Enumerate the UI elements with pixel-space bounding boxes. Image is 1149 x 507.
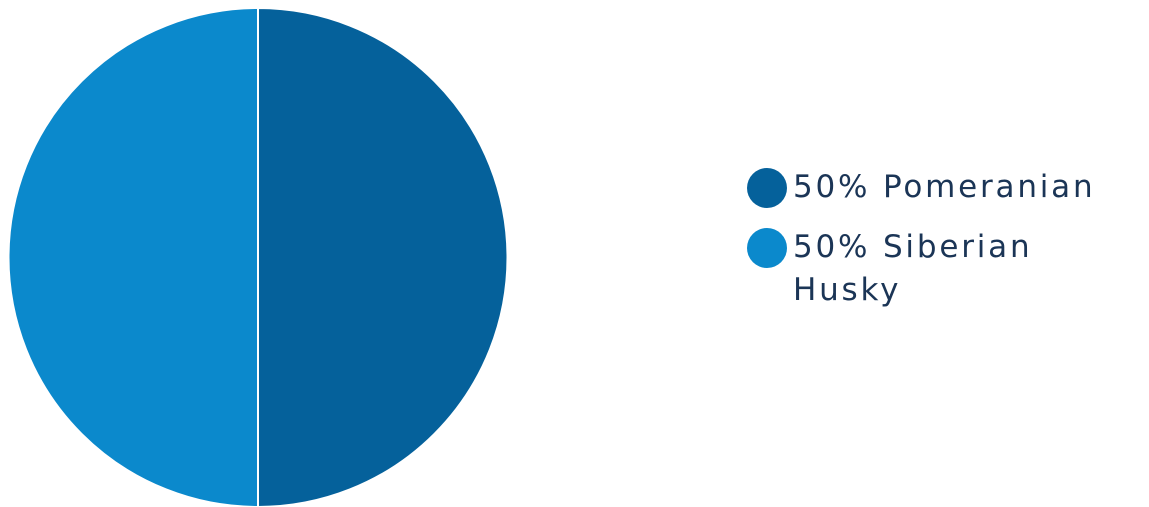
- legend-item-siberian-husky: 50% Siberian Husky: [747, 226, 1147, 312]
- legend-swatch-siberian-husky: [747, 228, 787, 268]
- pie-chart: [0, 0, 520, 507]
- legend-label-siberian-husky: 50% Siberian Husky: [793, 229, 1033, 308]
- legend-item-pomeranian: 50% Pomeranian: [747, 166, 1147, 209]
- chart-legend: 50% Pomeranian 50% Siberian Husky: [747, 166, 1147, 329]
- pie-slice-siberian-husky: [7, 7, 259, 507]
- legend-label-pomeranian: 50% Pomeranian: [793, 169, 1096, 205]
- pie-slice-pomeranian: [257, 7, 509, 507]
- pie-chart-svg: [7, 7, 509, 507]
- legend-swatch-pomeranian: [747, 168, 787, 208]
